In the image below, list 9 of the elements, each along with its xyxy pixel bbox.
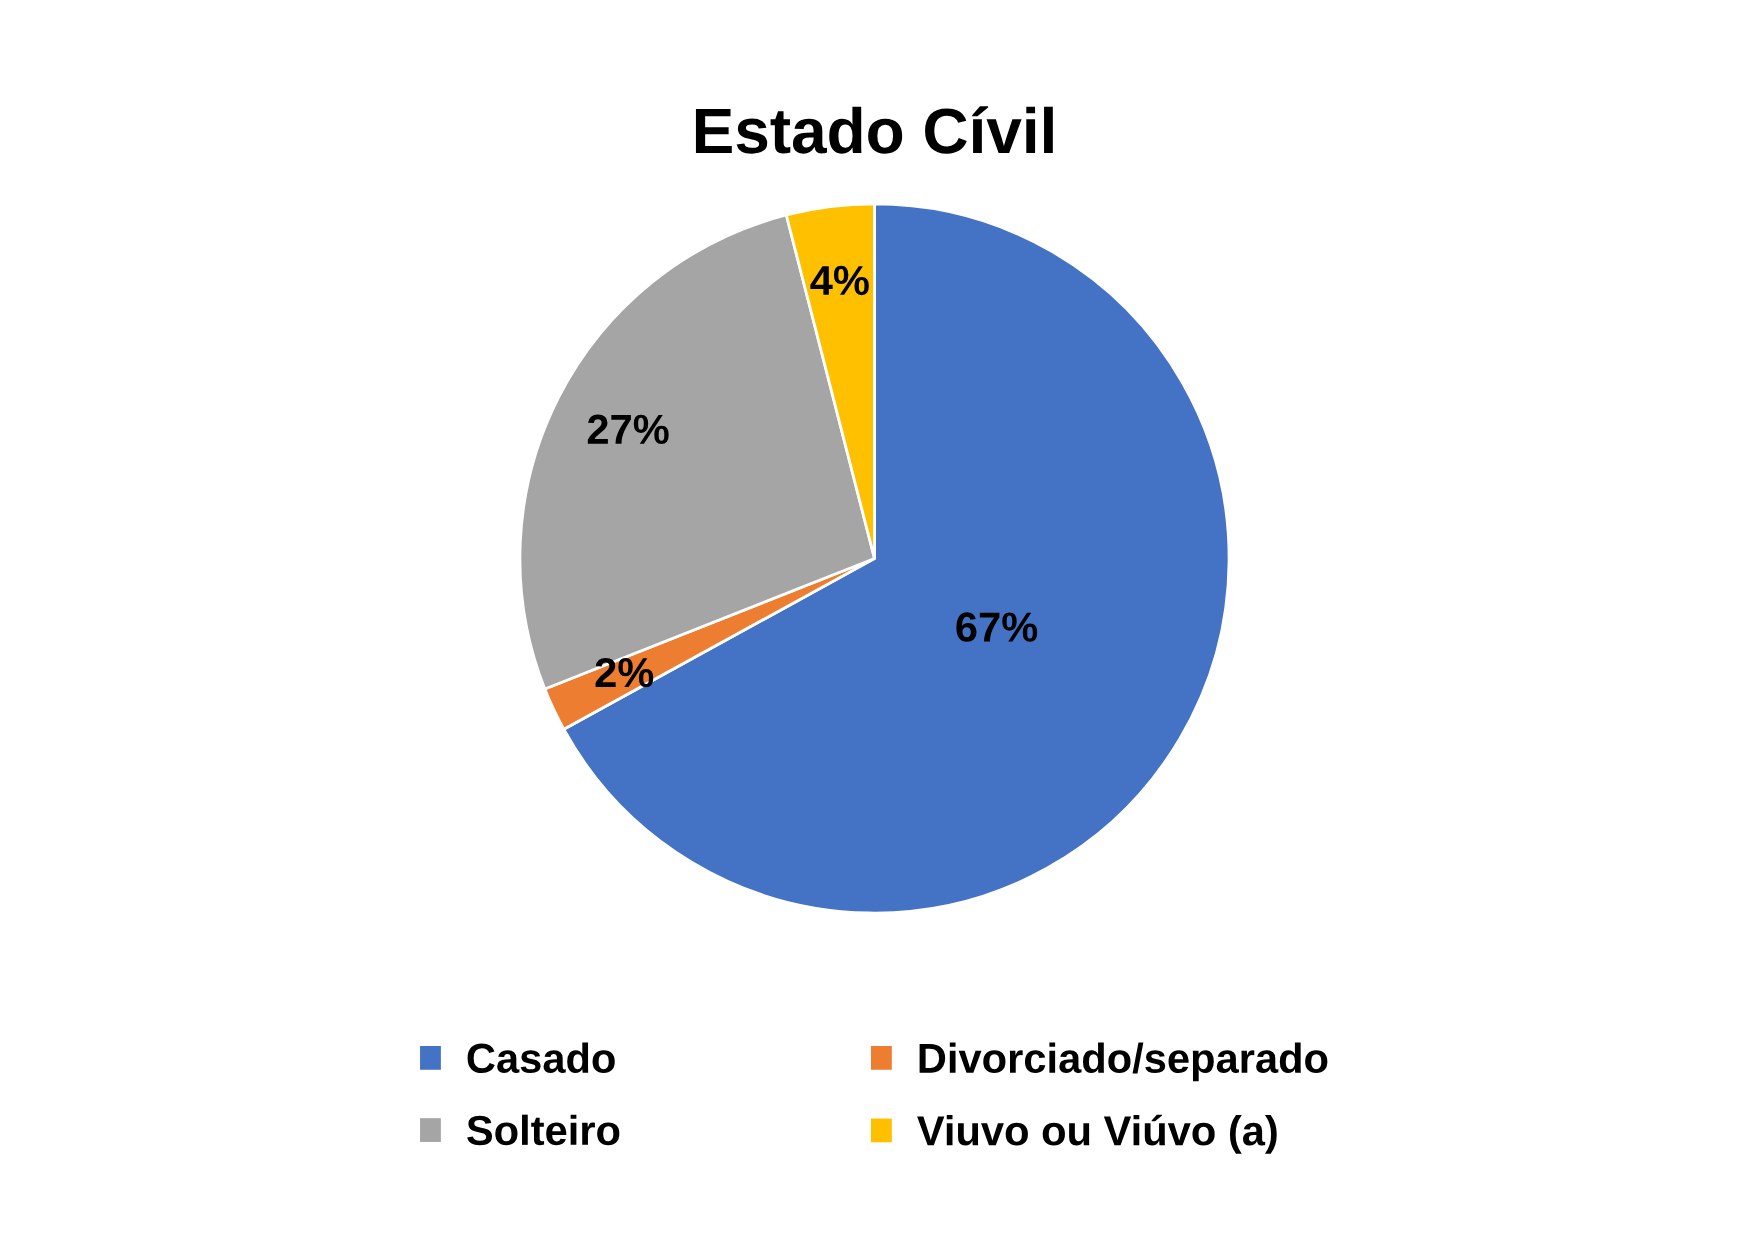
legend-label: Divorciado/separado [919,1042,1328,1082]
legend-label: Viuvo ou Viúvo (a) [917,1114,1277,1154]
data-label: 2% [595,657,654,688]
chart-title: Estado Cívil [695,106,1053,154]
data-label: 4% [810,265,869,296]
data-label: 27% [587,414,669,444]
legend-label: Casado [467,1042,615,1074]
data-label: 67% [956,612,1038,642]
legend-label: Solteiro [467,1114,620,1146]
